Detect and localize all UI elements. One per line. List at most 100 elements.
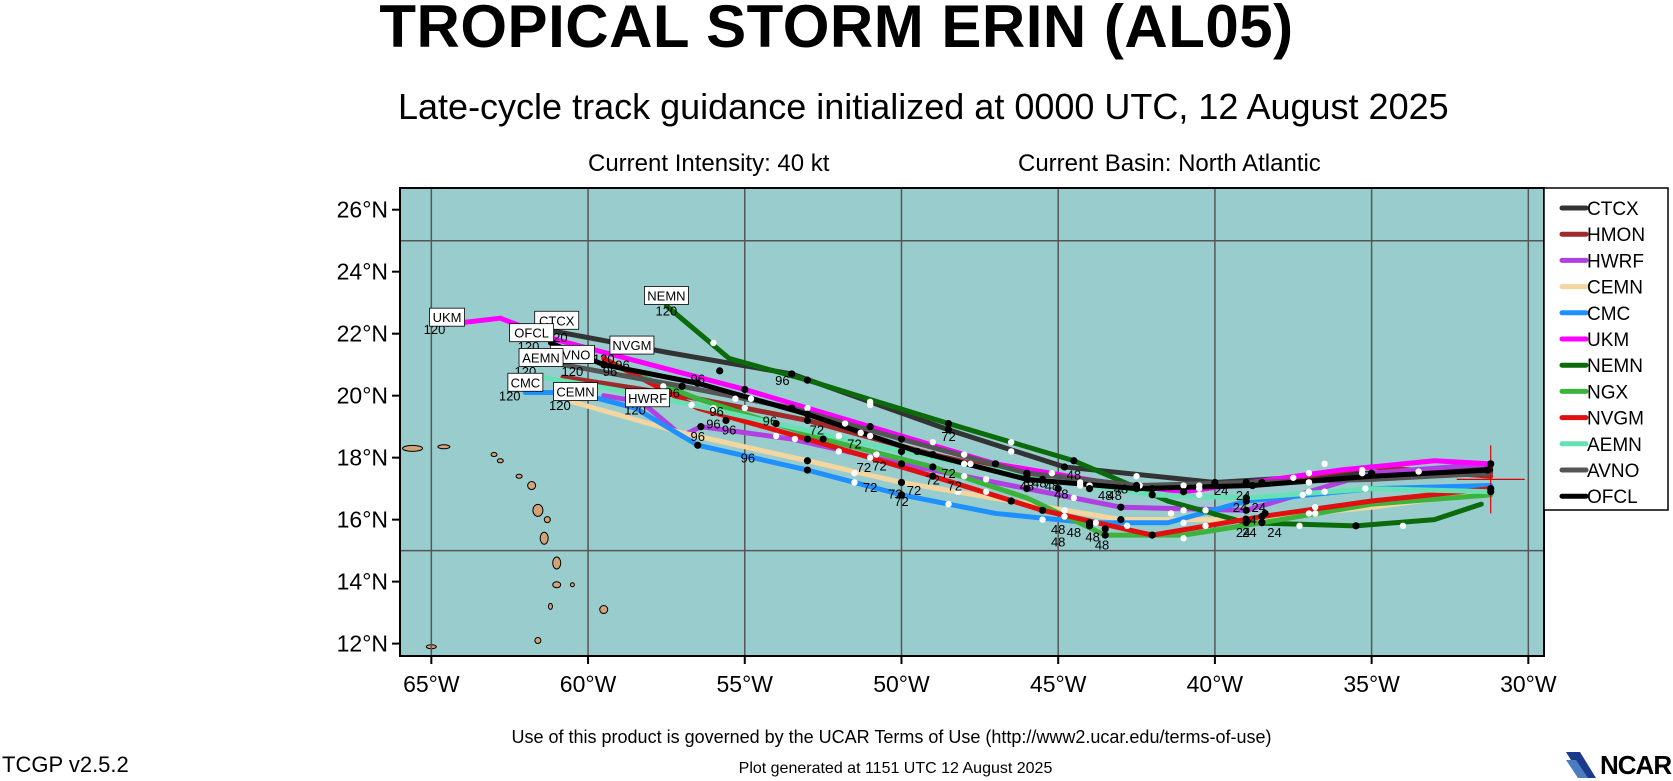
model-legend: CTCX HMON HWRF CEMN CMC UKM NEMN NGX NVGM AEMN AVN… [1543,187,1669,511]
island [599,605,609,615]
hour-label: 72 [810,423,824,438]
hour-label: 48 [1045,479,1059,494]
forecast-dot [1487,488,1495,496]
hour-label: 48 [1098,488,1112,503]
sixhour-dot [873,451,880,458]
island [490,452,498,458]
y-axis-ticks: 12°N 14°N 16°N 18°N 20°N 22°N 24°N 26°N [337,197,400,657]
x-tick-label: 45°W [1030,671,1087,697]
sixhour-dot [835,448,842,455]
forecast-dot [1054,485,1062,493]
forecast-dot [788,370,796,378]
y-tick-label: 14°N [337,569,388,595]
forecast-dot [1117,516,1125,524]
island [532,503,544,517]
forecast-dot [694,441,702,449]
x-axis-ticks: 65°W 60°W 55°W 50°W 45°W 40°W 35°W 30°W [403,656,1557,697]
island [496,458,504,464]
sixhour-dot [1290,474,1297,481]
lat-lon-grid [400,188,1544,656]
sixhour-dot [1092,519,1100,526]
hour-label: 96 [741,451,755,466]
x-tick-label: 40°W [1187,671,1244,697]
x-tick-label: 55°W [717,671,774,697]
legend-label: NGX [1587,382,1629,403]
sixhour-dot [1196,491,1203,499]
sixhour-dot [1180,507,1187,514]
island [534,637,542,645]
sixhour-dot [1296,522,1303,530]
sixhour-dot [866,398,874,406]
sixhour-dot [1321,488,1328,495]
forecast-dot [1148,531,1156,539]
hour-label: 24 [1242,525,1256,540]
x-tick-label: 50°W [873,671,930,697]
sixhour-dot [960,473,968,480]
sixhour-dot [732,395,739,402]
track-label: CEMN [556,385,594,400]
hour-label: 120 [549,398,571,413]
hour-label: 48 [1085,530,1099,545]
sixhour-dot [1039,516,1046,523]
track-label: CMC [511,375,541,390]
y-tick-label: 24°N [337,259,388,285]
forecast-dot [1179,488,1188,496]
forecast-dot [1117,503,1125,511]
forecast-dot [772,419,780,428]
sixhour-dot [747,395,755,402]
legend-label: AEMN [1587,435,1642,456]
hour-label: 24 [1236,488,1250,503]
island [527,481,537,491]
forecast-dot [1258,478,1266,487]
forecast-dot [803,376,812,384]
sixhour-dot [1133,473,1140,480]
forecast-dot [897,460,906,468]
hour-label: 24 [1236,525,1250,540]
x-tick-label: 65°W [403,671,460,697]
forecast-dot [1352,522,1360,530]
legend-label: HMON [1587,225,1645,246]
hour-label: 72 [872,458,886,473]
forecast-dot [1242,494,1250,502]
hour-label: 48 [1067,468,1081,483]
hour-label: 96 [706,417,720,432]
sixhour-dot [1070,494,1078,502]
forecast-dot [929,463,937,471]
sixhour-dot [866,432,874,440]
track-label-box [518,348,564,367]
y-tick-label: 26°N [337,197,388,223]
sixhour-dot [851,479,858,486]
sixhour-dot [1007,438,1015,446]
hour-label: 96 [603,364,617,379]
x-tick-label: 60°W [560,671,617,697]
track-label-box [509,323,555,343]
x-tick-label: 35°W [1343,671,1400,697]
island [515,473,523,479]
forecast-dot [803,410,812,418]
forecast-dots [600,339,1495,542]
forecast-dot [722,416,730,425]
hour-label: 96 [722,423,736,438]
current-basin: Current Basin: North Atlantic [1018,150,1321,177]
hour-label: 72 [941,429,955,444]
x-tick-label: 30°W [1500,671,1557,697]
sixhour-dot [1180,519,1187,526]
legend-label: NEMN [1587,356,1643,377]
forecast-dot [678,382,686,390]
sixhour-dot [688,401,695,409]
hour-label: 96 [691,372,705,387]
hour-label: 72 [926,472,940,487]
sixhour-dot [1299,491,1306,499]
forecast-dot [1242,519,1250,527]
legend-label: CTCX [1587,199,1639,220]
sixhour-dot [1305,488,1313,495]
forecast-dot [803,435,812,443]
hour-label: 120 [562,364,584,379]
hour-label: 24 [1233,500,1247,515]
sixhour-dot [1076,482,1084,489]
island [539,531,549,545]
hour-label: 96 [763,413,777,428]
sixhour-dot [929,438,937,446]
hour-label: 24 [1242,513,1256,528]
